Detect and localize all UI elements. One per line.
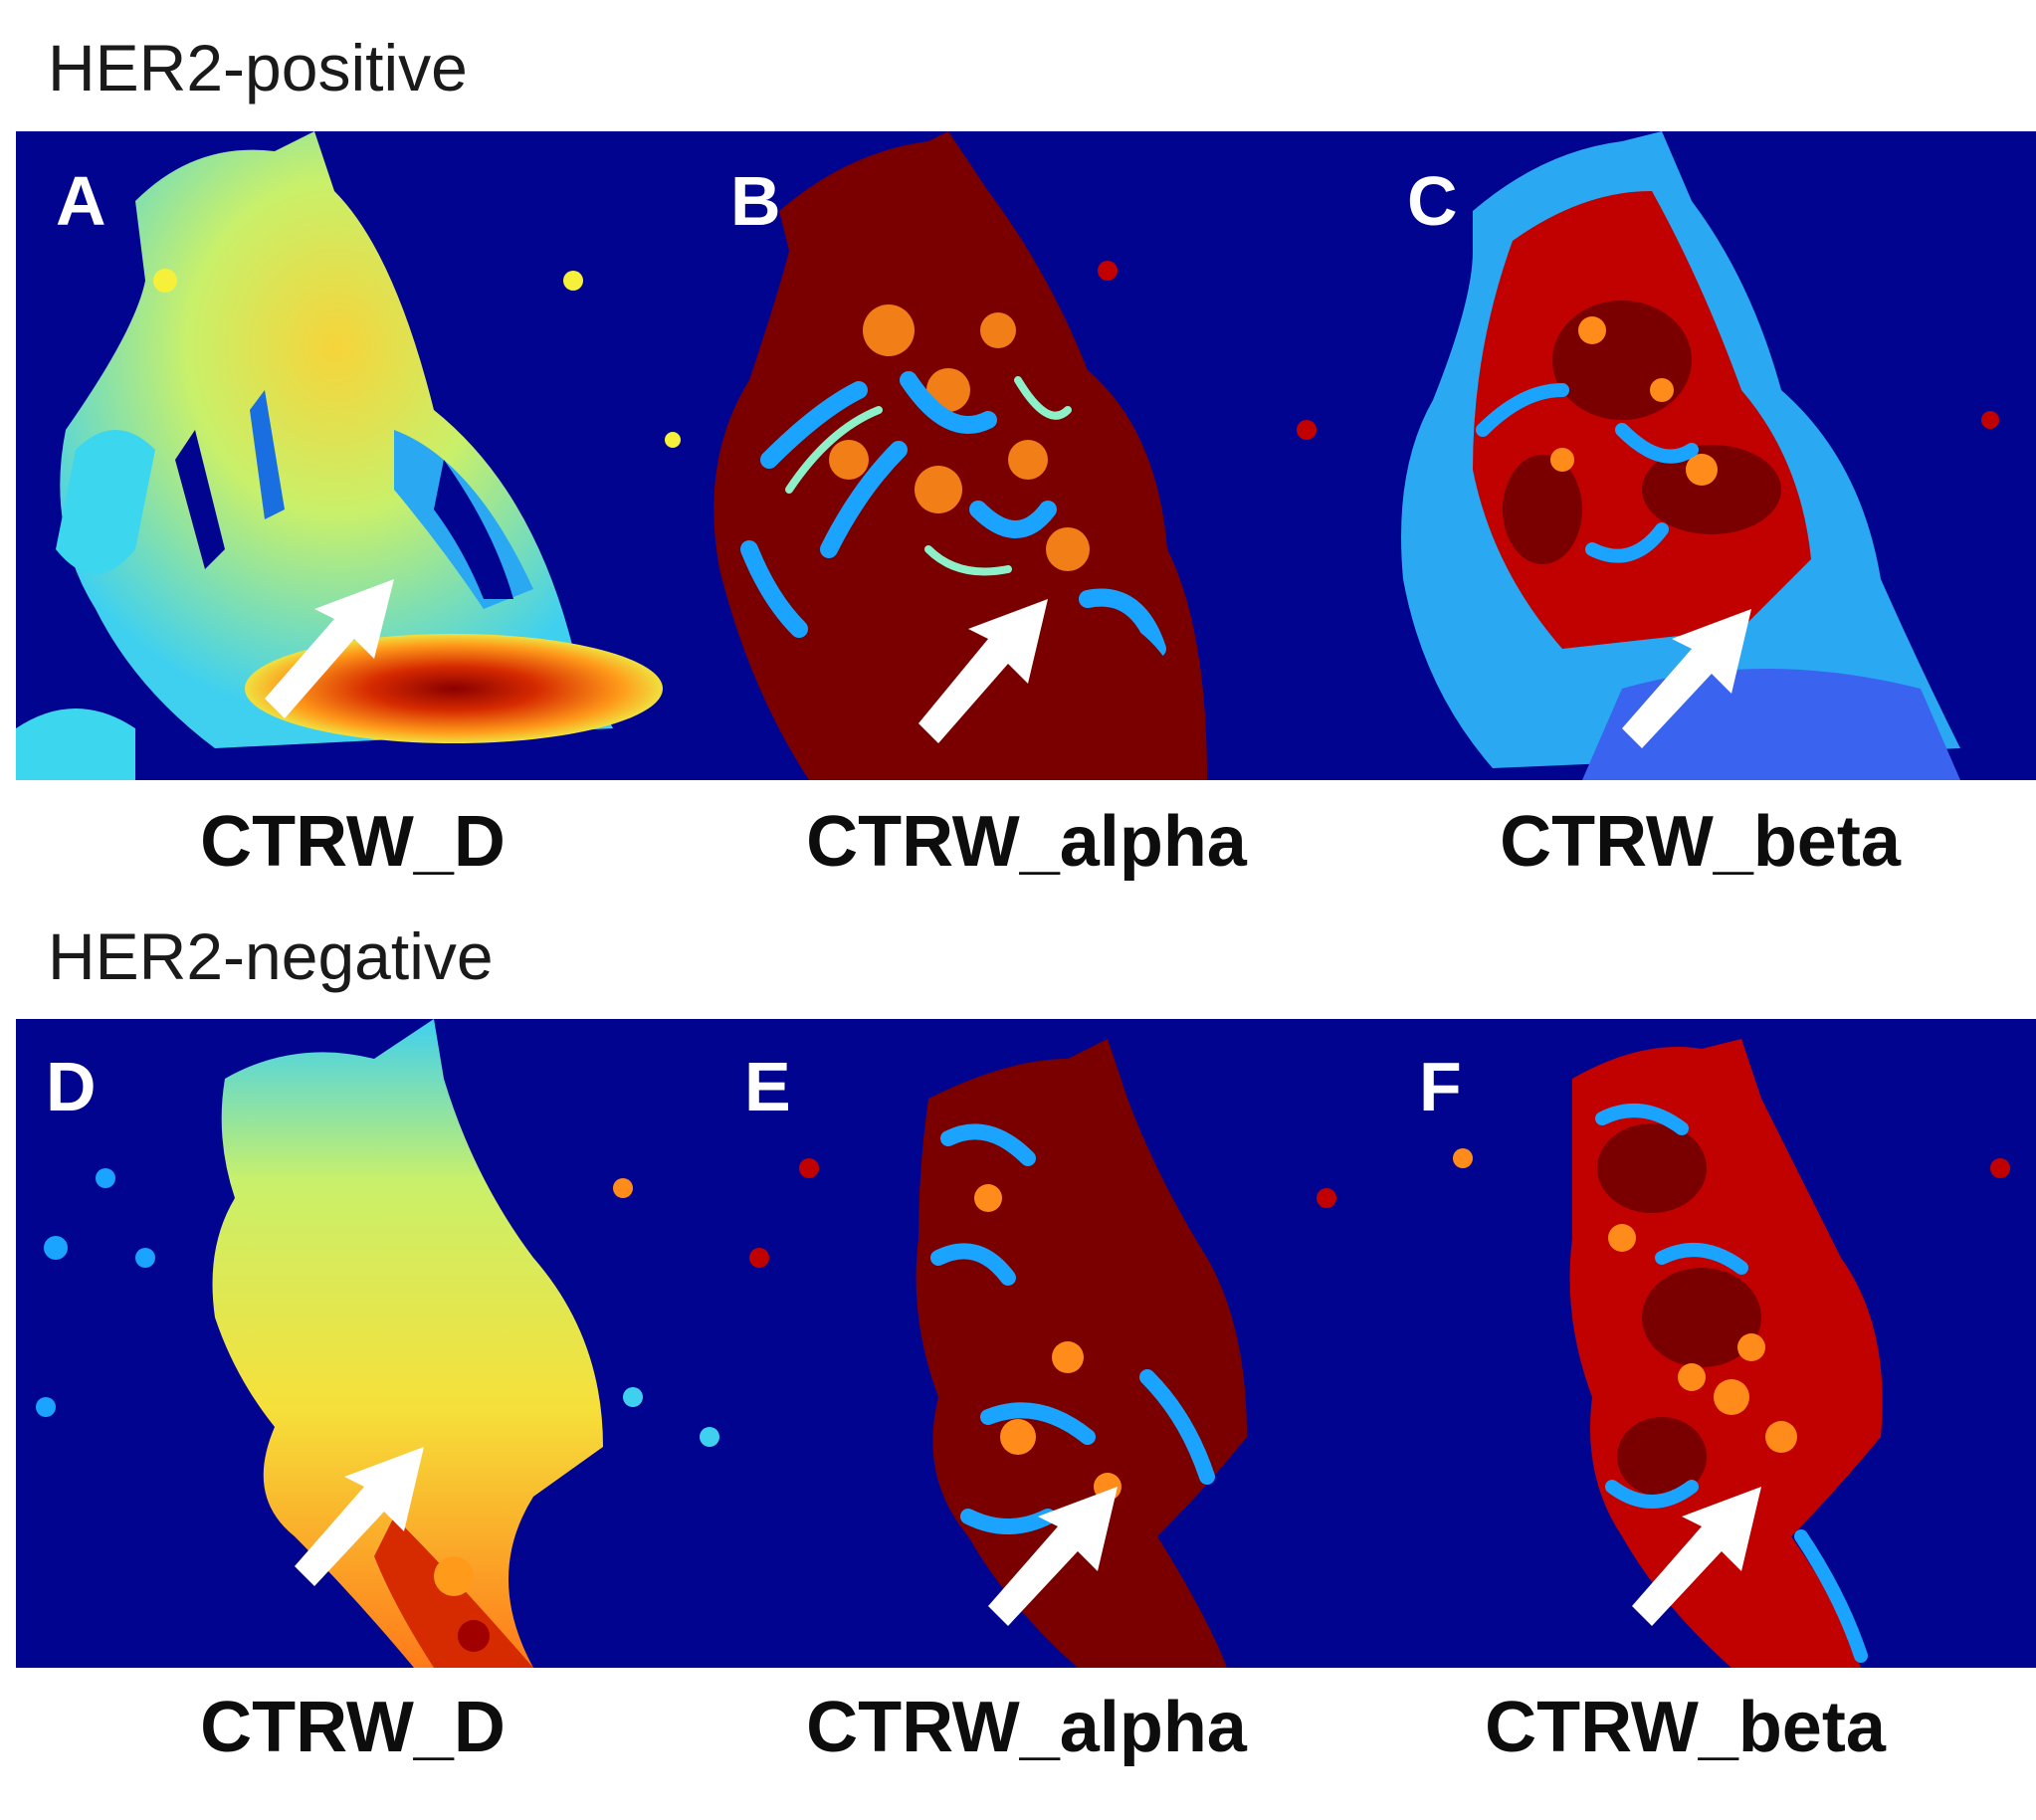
map-label-d: CTRW_D <box>200 1688 506 1767</box>
map-label-e: CTRW_alpha <box>806 1688 1247 1767</box>
panel-letter-b: B <box>730 162 781 240</box>
map-label-a: CTRW_D <box>200 802 506 882</box>
map-label-f: CTRW_beta <box>1485 1688 1886 1767</box>
panel-letter-f: F <box>1419 1048 1462 1125</box>
panel-b-ctrw-alpha-image <box>690 131 1363 780</box>
map-strip-her2-negative: D E <box>16 1019 2036 1668</box>
map-label-c: CTRW_beta <box>1500 802 1901 882</box>
panel-letter-d: D <box>46 1048 97 1125</box>
panel-letter-a: A <box>56 162 106 240</box>
panel-c-ctrw-beta-image <box>1363 131 2036 780</box>
panel-letter-e: E <box>744 1048 791 1125</box>
map-label-b: CTRW_alpha <box>806 802 1247 882</box>
panel-e-ctrw-alpha-image <box>690 1019 1363 1668</box>
group-title-her2-negative: HER2-negative <box>48 919 494 993</box>
group-title-her2-positive: HER2-positive <box>48 31 468 104</box>
panel-d-ctrw-d-image <box>16 1019 690 1668</box>
panel-f-ctrw-beta-image <box>1363 1019 2036 1668</box>
panel-letter-c: C <box>1407 162 1458 240</box>
map-strip-her2-positive: A B <box>16 131 2036 780</box>
panel-a-ctrw-d-image <box>16 131 690 780</box>
